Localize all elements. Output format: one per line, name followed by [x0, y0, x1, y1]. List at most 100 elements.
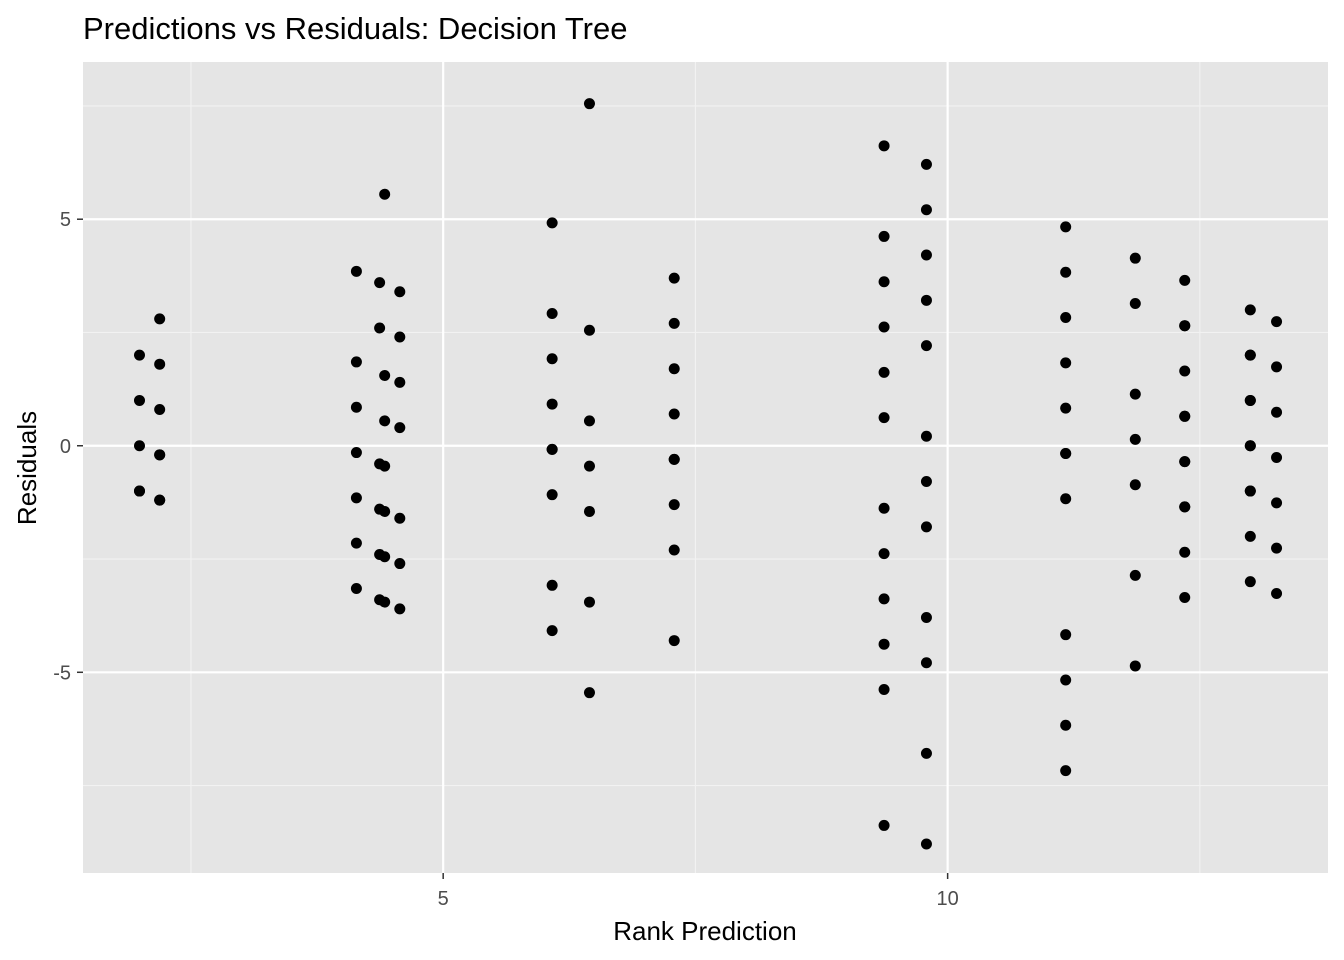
- data-point: [374, 322, 386, 334]
- data-point: [1271, 406, 1283, 418]
- data-point: [350, 582, 362, 594]
- data-point: [1271, 542, 1283, 554]
- data-point: [1244, 576, 1256, 588]
- data-point: [583, 687, 595, 699]
- y-tick-label: 5: [60, 209, 71, 231]
- y-tick-label: -5: [53, 662, 71, 684]
- data-point: [878, 366, 890, 378]
- data-point: [1060, 447, 1072, 459]
- data-point: [1060, 674, 1072, 686]
- x-tick-label: 10: [937, 888, 959, 910]
- data-point: [350, 356, 362, 368]
- data-point: [1129, 297, 1141, 309]
- data-point: [546, 353, 558, 365]
- y-tick-label: 0: [60, 436, 71, 458]
- data-point: [546, 579, 558, 591]
- data-point: [1060, 221, 1072, 233]
- data-point: [583, 415, 595, 427]
- data-point: [394, 558, 406, 570]
- data-point: [920, 430, 932, 442]
- data-point: [583, 505, 595, 517]
- data-point: [878, 638, 890, 650]
- data-point: [583, 460, 595, 472]
- data-point: [1060, 629, 1072, 641]
- data-point: [1129, 479, 1141, 491]
- data-point: [1179, 365, 1191, 377]
- data-point: [546, 307, 558, 319]
- data-point: [1179, 546, 1191, 558]
- data-point: [1129, 252, 1141, 264]
- data-point: [583, 596, 595, 608]
- data-point: [379, 596, 391, 608]
- data-point: [379, 551, 391, 563]
- data-point: [878, 230, 890, 242]
- data-point: [920, 521, 932, 533]
- data-point: [1271, 361, 1283, 373]
- chart-title: Predictions vs Residuals: Decision Tree: [83, 11, 627, 46]
- data-point: [374, 277, 386, 289]
- data-point: [133, 485, 145, 497]
- data-point: [668, 272, 680, 284]
- data-point: [1060, 357, 1072, 369]
- data-point: [350, 492, 362, 504]
- data-point: [878, 321, 890, 333]
- data-point: [920, 249, 932, 261]
- data-point: [668, 635, 680, 647]
- data-point: [1179, 456, 1191, 468]
- data-point: [350, 537, 362, 549]
- data-point: [154, 313, 166, 325]
- data-point: [878, 548, 890, 560]
- data-point: [1129, 569, 1141, 581]
- data-point: [1060, 402, 1072, 414]
- data-point: [546, 625, 558, 637]
- data-point: [546, 398, 558, 410]
- data-point: [394, 376, 406, 388]
- data-point: [1244, 394, 1256, 406]
- data-point: [878, 502, 890, 514]
- data-point: [379, 370, 391, 382]
- data-point: [1271, 587, 1283, 599]
- data-point: [546, 443, 558, 455]
- data-point: [133, 440, 145, 452]
- data-point: [379, 460, 391, 472]
- data-point: [1244, 440, 1256, 452]
- data-point: [546, 217, 558, 229]
- data-point: [1179, 410, 1191, 422]
- data-point: [878, 412, 890, 424]
- data-point: [350, 447, 362, 459]
- data-point: [1244, 349, 1256, 361]
- data-point: [546, 489, 558, 501]
- data-point: [668, 363, 680, 375]
- data-point: [1244, 485, 1256, 497]
- data-point: [920, 340, 932, 352]
- data-point: [1060, 312, 1072, 324]
- data-point: [394, 422, 406, 434]
- data-point: [379, 188, 391, 200]
- data-point: [1060, 765, 1072, 777]
- data-point: [350, 265, 362, 277]
- data-point: [394, 603, 406, 615]
- y-axis-title: Residuals: [12, 411, 42, 525]
- data-point: [668, 317, 680, 329]
- data-point: [920, 838, 932, 850]
- data-point: [154, 404, 166, 416]
- data-point: [379, 415, 391, 427]
- y-axis: -5 0 5: [53, 209, 83, 684]
- data-point: [920, 747, 932, 759]
- data-point: [133, 394, 145, 406]
- plot-panel: [83, 62, 1328, 873]
- data-points: [133, 98, 1283, 850]
- x-tick-label: 5: [438, 888, 449, 910]
- data-point: [1129, 433, 1141, 445]
- data-point: [920, 204, 932, 216]
- data-point: [133, 349, 145, 361]
- data-point: [154, 358, 166, 370]
- data-point: [154, 449, 166, 461]
- data-point: [154, 494, 166, 506]
- data-point: [920, 611, 932, 623]
- data-point: [379, 505, 391, 517]
- data-point: [1060, 719, 1072, 731]
- major-gridlines: [83, 62, 1328, 873]
- data-point: [583, 324, 595, 336]
